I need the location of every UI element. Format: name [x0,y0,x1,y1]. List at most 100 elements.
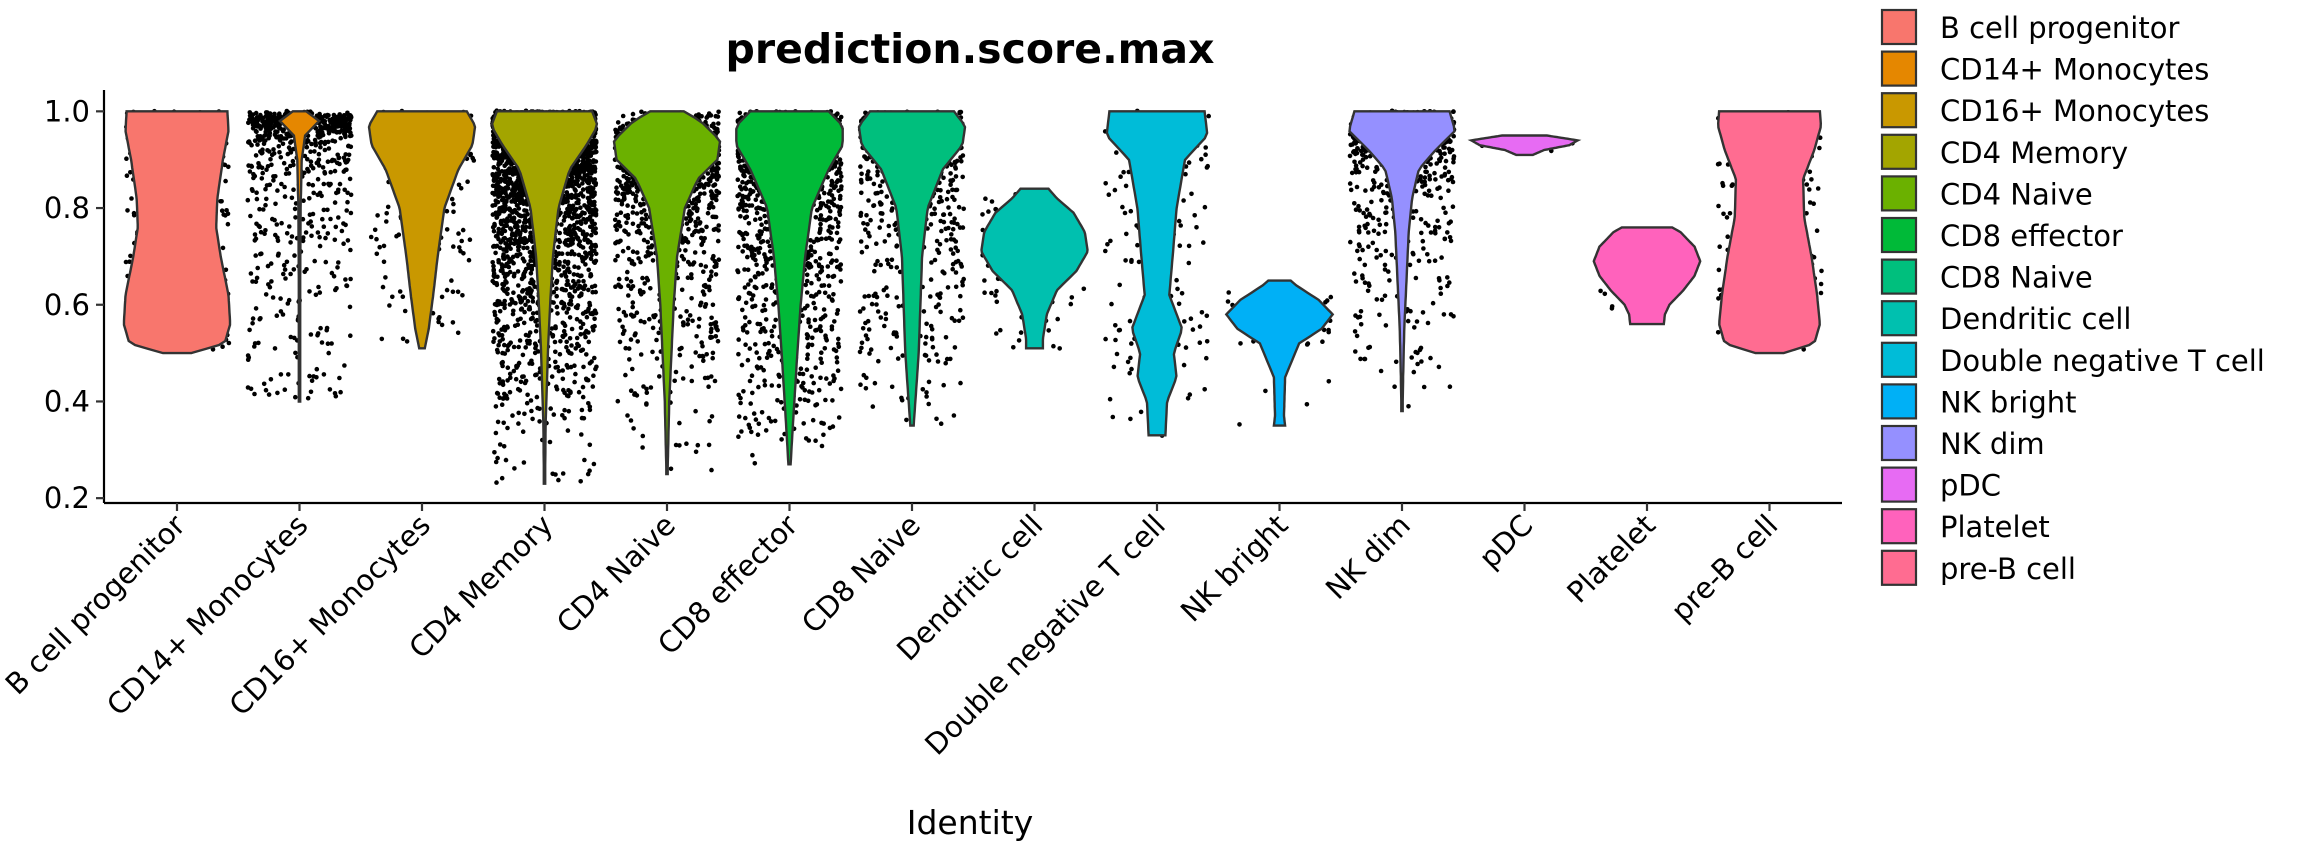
data-point [269,279,274,284]
data-point [673,442,679,448]
data-point [616,306,621,312]
data-point [587,468,592,474]
data-point [529,408,534,414]
data-point [500,226,506,232]
data-point [256,340,261,346]
data-point [498,205,504,211]
data-point [507,371,513,377]
data-point [507,269,513,275]
data-point [263,292,269,297]
data-point [263,387,269,393]
data-point [714,197,719,203]
data-point [644,390,650,396]
data-point [701,250,707,255]
data-point [587,162,592,167]
data-point [575,170,581,175]
data-point [320,119,326,125]
data-point [515,185,521,190]
data-point [630,221,636,227]
data-point [554,293,559,299]
data-point [613,257,618,263]
data-point [495,186,501,191]
data-point [689,378,695,384]
data-point [527,249,533,255]
data-point [253,119,259,125]
data-point [617,339,623,345]
data-point [529,361,535,367]
data-point [567,194,572,200]
data-point [619,199,625,204]
data-point [558,339,563,344]
data-point [584,232,590,237]
data-point [307,373,312,379]
data-point [643,212,649,218]
data-point [246,139,252,144]
data-point [583,334,588,340]
data-point [491,271,497,277]
data-point [650,258,656,263]
data-point [568,364,574,370]
data-point [491,267,497,273]
data-point [492,280,497,286]
data-point [252,124,257,129]
data-point [338,135,344,141]
data-point [525,392,530,398]
data-point [562,332,568,338]
data-point [494,347,500,353]
data-point [592,355,597,361]
data-point [565,210,571,216]
data-point [684,441,689,447]
data-point [518,300,523,305]
data-point [587,214,593,220]
data-point [503,173,509,178]
data-point [560,471,566,476]
data-point [586,179,591,184]
data-point [249,164,255,169]
data-point [494,316,500,322]
data-point [490,190,495,196]
data-point [553,365,558,370]
data-point [342,127,347,132]
data-point [490,153,496,159]
data-point [657,374,662,379]
data-point [329,341,334,346]
data-point [590,242,595,248]
data-point [265,164,271,169]
data-point [347,304,353,310]
data-point [517,388,523,393]
data-point [575,175,580,181]
data-point [325,159,331,164]
data-point [529,265,534,270]
data-point [504,324,510,329]
data-point [387,303,392,308]
data-point [575,343,581,349]
data-point [512,237,518,243]
data-point [501,444,507,449]
data-point [466,257,472,263]
data-point [567,315,573,320]
data-point [650,325,656,331]
data-point [713,272,719,277]
data-point [648,286,653,291]
data-point [499,402,505,408]
data-point [274,222,280,227]
data-point [501,420,507,426]
data-point [581,177,587,182]
data-point [574,316,580,322]
data-point [656,330,661,336]
data-point [564,339,569,345]
data-point [321,125,327,131]
data-point [317,290,323,295]
data-point [580,194,586,199]
data-point [261,207,266,212]
data-point [553,265,558,271]
data-point [265,263,271,269]
data-point [495,455,500,461]
data-point [698,235,704,241]
data-point [589,252,594,258]
data-point [322,139,328,145]
data-point [588,274,593,279]
data-point [534,394,540,400]
data-point [579,285,584,290]
data-point [263,186,268,192]
